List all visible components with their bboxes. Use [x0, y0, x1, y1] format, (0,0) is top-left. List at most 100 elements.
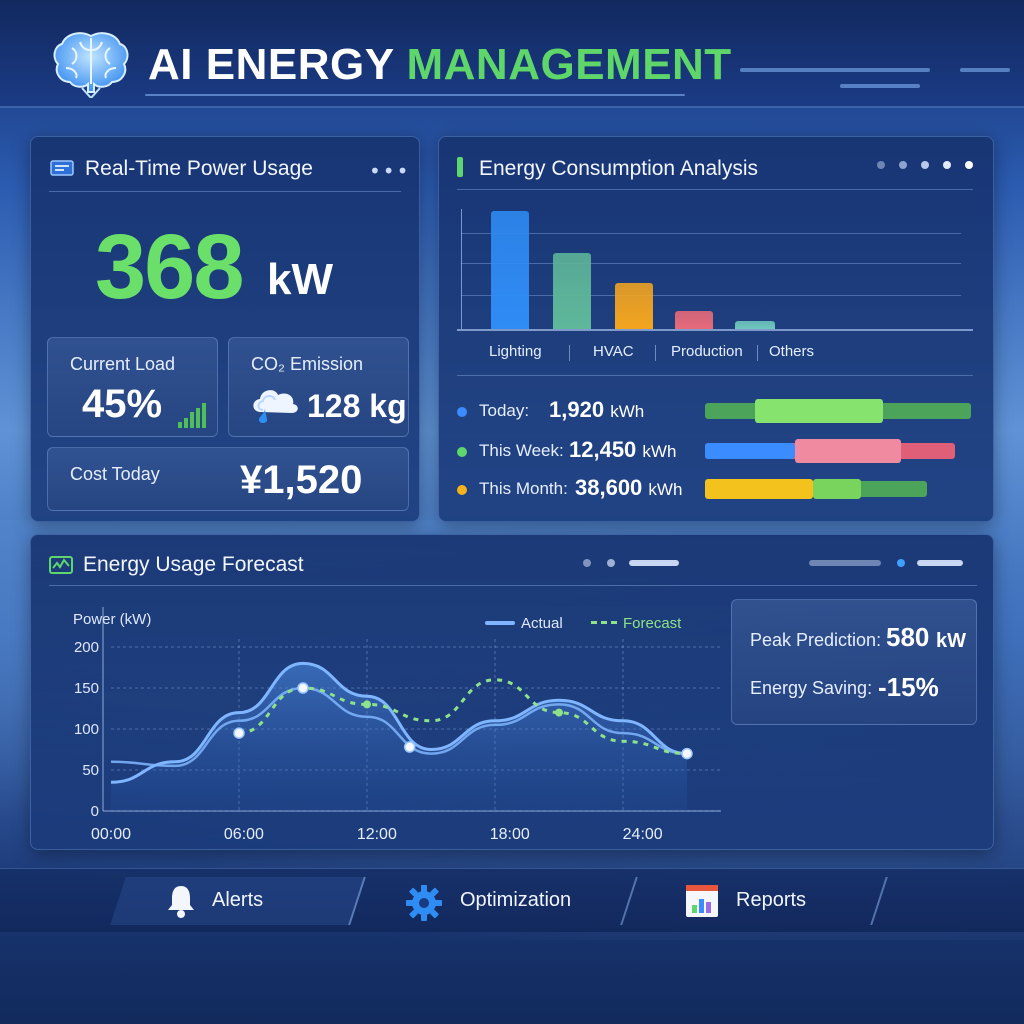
monitor-icon — [50, 160, 74, 176]
current-load-value: 45% — [82, 382, 163, 426]
data-point — [297, 682, 309, 694]
page-dot[interactable] — [877, 161, 885, 169]
peak-unit: kW — [936, 630, 966, 652]
current-load-card: Current Load 45% — [47, 337, 218, 437]
x-tick-label: 00:00 — [91, 826, 131, 843]
category-label: Production — [671, 343, 743, 360]
page-dot[interactable] — [921, 161, 929, 169]
y-tick-label: 50 — [82, 762, 99, 779]
summary-unit: kWh — [648, 480, 683, 499]
consumption-bar-chart — [457, 203, 977, 333]
chart-icon — [49, 556, 73, 574]
summary-unit: kWh — [642, 442, 677, 461]
bar[interactable] — [735, 320, 775, 329]
summary-dot — [457, 447, 467, 457]
co2-label: CO₂ Emission — [251, 354, 364, 374]
peak-label: Peak Prediction: — [750, 630, 882, 650]
co2-value: 128 kg — [307, 388, 407, 424]
page-dot[interactable] — [899, 161, 907, 169]
x-tick-label: 06:00 — [224, 826, 264, 843]
y-tick-label: 200 — [74, 639, 99, 656]
forecast-point — [555, 708, 563, 717]
month-bar-highlight — [813, 479, 861, 499]
saving-value: -15% — [878, 672, 939, 702]
data-point — [233, 727, 245, 739]
week-bar-fill — [705, 443, 795, 459]
page-dot[interactable] — [965, 161, 973, 169]
summary-number: 38,600 — [575, 475, 643, 500]
legend-forecast: Forecast — [623, 615, 682, 632]
area-fill — [111, 663, 687, 811]
actual-line — [110, 661, 688, 784]
bottom-nav: Alerts Optimization Reports — [0, 868, 1024, 932]
cost-card: Cost Today ¥1,520 — [47, 447, 409, 511]
co2-card: CO₂ Emission 128 kg — [228, 337, 409, 437]
category-label: Lighting — [489, 343, 542, 360]
app-header: AI ENERGY MANAGEMENT — [0, 0, 1024, 108]
app-title-primary: AI ENERGY — [148, 40, 407, 89]
y-tick-label: 100 — [74, 721, 99, 738]
gridline — [461, 233, 961, 234]
pager-pill[interactable] — [629, 560, 679, 566]
y-tick-label: 0 — [91, 803, 99, 820]
analysis-title: Energy Consumption Analysis — [479, 157, 758, 180]
report-icon — [686, 885, 718, 917]
power-value: 368 — [95, 216, 244, 318]
header-decor-line — [840, 84, 920, 88]
header-decor-line — [960, 68, 1010, 72]
data-point — [681, 747, 693, 760]
gear-icon — [406, 885, 442, 921]
page-dot-active[interactable] — [897, 559, 905, 567]
power-panel: Real-Time Power Usage ••• 368 kW Current… — [30, 136, 420, 522]
week-bar-highlight — [795, 439, 901, 463]
nav-reports[interactable]: Reports — [680, 877, 840, 925]
summary-value: 38,600 kWh — [575, 475, 682, 501]
nav-reports-label: Reports — [736, 889, 807, 911]
data-point — [403, 741, 416, 753]
page-dot[interactable] — [583, 559, 591, 567]
cloud-icon — [253, 390, 298, 423]
summary-dot — [457, 485, 467, 495]
bar[interactable] — [491, 211, 529, 329]
divider — [457, 189, 973, 190]
category-divider — [569, 345, 570, 361]
y-axis-label: Power (kW) — [73, 611, 152, 628]
summary-value: 1,920 kWh — [549, 397, 644, 423]
summary-label: This Month: — [479, 479, 568, 498]
summary-dot — [457, 407, 467, 417]
signal-bars-icon — [178, 403, 206, 428]
summary-value: 12,450 kWh — [569, 437, 676, 463]
cost-value: ¥1,520 — [240, 458, 363, 502]
gridline — [461, 295, 961, 296]
today-bar-fill — [755, 399, 883, 423]
summary-number: 1,920 — [549, 397, 605, 422]
y-axis — [461, 209, 462, 329]
page-dot[interactable] — [607, 559, 615, 567]
app-title: AI ENERGY MANAGEMENT — [148, 40, 732, 90]
divider — [49, 585, 977, 586]
legend-swatch-forecast — [591, 621, 617, 624]
category-divider — [655, 345, 656, 361]
forecast-panel: Energy Usage Forecast Power (kW) Actual … — [30, 534, 994, 850]
gridline — [461, 263, 961, 264]
page-dot[interactable] — [943, 161, 951, 169]
x-tick-label: 24:00 — [623, 826, 663, 843]
more-menu-icon[interactable]: ••• — [369, 159, 411, 183]
forecast-title: Energy Usage Forecast — [83, 553, 304, 576]
month-bar-fill — [705, 479, 813, 499]
nav-alerts[interactable]: Alerts — [160, 877, 300, 925]
nav-optimization[interactable]: Optimization — [402, 877, 582, 925]
category-label: Others — [769, 343, 815, 360]
cost-label: Cost Today — [70, 464, 160, 484]
pager-pill[interactable] — [809, 560, 881, 566]
legend-swatch-actual — [485, 621, 515, 625]
summary-unit: kWh — [610, 402, 645, 421]
saving-label: Energy Saving: — [750, 678, 873, 698]
pager-pill[interactable] — [917, 560, 963, 566]
summary-label: Today: — [479, 401, 530, 420]
x-tick-label: 12:00 — [357, 826, 397, 843]
app-title-accent: MANAGEMENT — [406, 40, 732, 89]
bar[interactable] — [615, 282, 653, 329]
bar[interactable] — [553, 253, 591, 329]
bar[interactable] — [675, 311, 713, 329]
